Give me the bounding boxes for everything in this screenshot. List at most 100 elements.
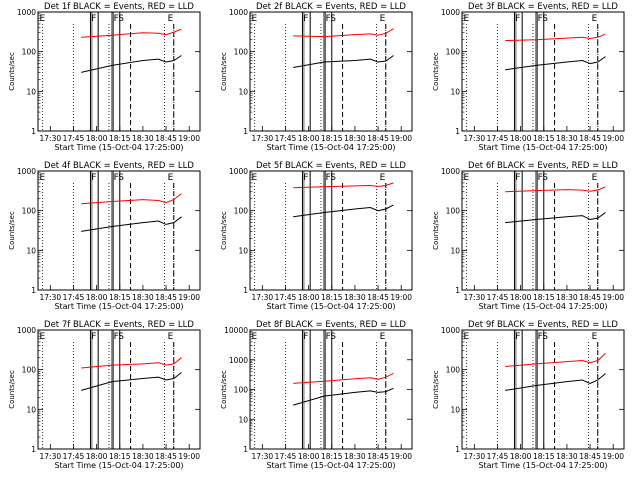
marker-label: F — [538, 332, 543, 342]
marker-label: F — [114, 14, 119, 24]
y-tick-label: 1 — [31, 286, 36, 295]
x-tick-label: 18:15 — [533, 134, 555, 143]
y-axis-label: Counts/sec — [8, 211, 16, 250]
plot-frame — [249, 170, 413, 291]
chart-title: Det 6f BLACK = Events, RED = LLD — [468, 161, 618, 171]
interval-box — [301, 329, 311, 450]
marker-label: F — [326, 332, 331, 342]
chart-panel: Det 1f BLACK = Events, RED = LLD 1 10 100 10… — [8, 2, 201, 152]
marker-label: F — [326, 173, 331, 183]
y-tick-label: 10 — [450, 87, 460, 96]
interval-box — [513, 170, 523, 291]
x-tick-label: 17:30 — [40, 452, 62, 461]
series-lld-line — [293, 372, 394, 384]
chart-panel: Det 4f BLACK = Events, RED = LLD 1 10 100 10… — [8, 161, 201, 311]
marker-label: F — [91, 14, 96, 24]
x-tick-label: 19:00 — [602, 293, 624, 302]
marker-label: E — [40, 14, 46, 24]
y-tick-label: 100 — [234, 207, 249, 216]
x-tick-label: 18:00 — [510, 452, 532, 461]
interval-box — [89, 329, 99, 450]
marker-label: E — [464, 173, 470, 183]
marker-label: E — [380, 332, 386, 342]
marker-label: F — [303, 332, 308, 342]
x-tick-label: 18:30 — [132, 452, 154, 461]
marker-label: E — [380, 14, 386, 24]
y-tick-label: 100 — [22, 48, 37, 57]
y-tick-label: 10 — [26, 246, 36, 255]
x-tick-label: 17:45 — [63, 134, 85, 143]
marker-label: F — [515, 14, 520, 24]
x-axis-label: Start Time (15-Oct-04 17:25:00) — [266, 143, 395, 152]
series-events-line — [505, 212, 606, 224]
x-tick-label: 18:15 — [109, 452, 131, 461]
chart-panel: Det 9f BLACK = Events, RED = LLD 1 10 100 10… — [432, 320, 625, 470]
series-lld-line — [505, 33, 606, 42]
y-axis-label: Counts/sec — [432, 211, 440, 250]
plot-frame — [37, 329, 201, 450]
chart-title: Det 5f BLACK = Events, RED = LLD — [256, 161, 406, 171]
chart-title: Det 1f BLACK = Events, RED = LLD — [44, 2, 194, 12]
x-tick-label: 17:30 — [252, 134, 274, 143]
x-tick-label: 17:30 — [40, 293, 62, 302]
x-tick-label: 18:00 — [298, 452, 320, 461]
y-tick-label: 10 — [238, 415, 248, 424]
x-tick-label: 18:45 — [579, 452, 601, 461]
x-tick-label: 18:45 — [367, 452, 389, 461]
series-events-line — [81, 216, 182, 232]
chart-panel: Det 8f BLACK = Events, RED = LLD 1 10 100 10… — [220, 320, 413, 470]
marker-label: E — [252, 14, 258, 24]
x-tick-label: 18:30 — [132, 293, 154, 302]
y-tick-label: 100 — [446, 48, 461, 57]
x-tick-label: 17:45 — [275, 452, 297, 461]
x-tick-label: 18:15 — [109, 293, 131, 302]
marker-label: F — [114, 332, 119, 342]
plot-frame — [249, 11, 413, 132]
y-tick-label: 10 — [450, 246, 460, 255]
y-tick-label: 1 — [455, 127, 460, 136]
x-tick-label: 18:45 — [579, 134, 601, 143]
x-tick-label: 19:00 — [602, 452, 624, 461]
y-tick-label: 1000 — [17, 326, 36, 335]
interval-box — [535, 170, 545, 291]
y-tick-label: 1 — [455, 286, 460, 295]
x-tick-label: 17:30 — [252, 452, 274, 461]
series-lld-line — [293, 182, 394, 189]
plot-frame — [461, 11, 625, 132]
marker-label: E — [592, 173, 598, 183]
x-tick-label: 19:00 — [178, 452, 200, 461]
x-tick-label: 18:45 — [155, 134, 177, 143]
x-tick-label: 18:00 — [298, 293, 320, 302]
x-tick-label: 18:45 — [155, 452, 177, 461]
series-lld-line — [505, 186, 606, 193]
interval-box — [89, 11, 99, 132]
x-tick-label: 17:45 — [63, 452, 85, 461]
x-tick-label: 18:00 — [298, 134, 320, 143]
marker-label: E — [168, 14, 174, 24]
x-tick-label: 17:45 — [487, 452, 509, 461]
chart-title: Det 2f BLACK = Events, RED = LLD — [256, 2, 406, 12]
interval-box — [323, 11, 333, 132]
x-tick-label: 18:45 — [367, 134, 389, 143]
marker-label: S — [542, 332, 548, 342]
plot-frame — [37, 170, 201, 291]
y-tick-label: 1 — [31, 127, 36, 136]
chart-title: Det 4f BLACK = Events, RED = LLD — [44, 161, 194, 171]
x-tick-label: 18:00 — [86, 293, 108, 302]
marker-label: S — [542, 14, 548, 24]
x-tick-label: 18:30 — [344, 134, 366, 143]
interval-box — [513, 329, 523, 450]
x-tick-label: 17:30 — [252, 293, 274, 302]
chart-title: Det 8f BLACK = Events, RED = LLD — [256, 320, 406, 330]
marker-label: S — [330, 173, 336, 183]
y-tick-label: 100 — [234, 386, 249, 395]
x-tick-label: 18:30 — [556, 452, 578, 461]
marker-label: E — [168, 332, 174, 342]
x-axis-label: Start Time (15-Oct-04 17:25:00) — [54, 461, 183, 470]
y-axis-label: Counts/sec — [432, 52, 440, 91]
interval-box — [111, 11, 121, 132]
interval-box — [513, 11, 523, 132]
y-tick-label: 10 — [26, 87, 36, 96]
x-tick-label: 18:15 — [533, 293, 555, 302]
